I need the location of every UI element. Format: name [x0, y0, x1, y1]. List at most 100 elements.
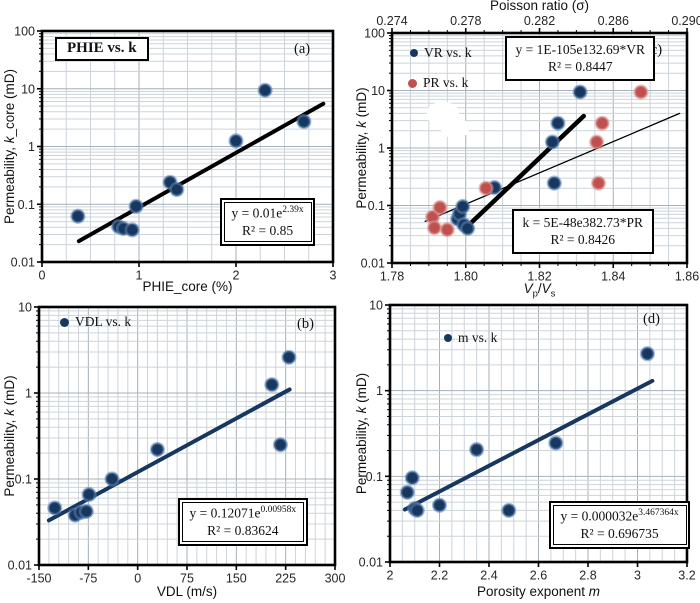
data-point	[548, 435, 564, 451]
slash: /	[537, 281, 542, 296]
data-point	[281, 349, 297, 365]
y-tick-label: 100	[364, 27, 385, 41]
y-tick-label: 10	[18, 301, 32, 315]
panel-letter-a: (a)	[294, 41, 311, 57]
equation-exponent-a: 2.39x	[282, 204, 304, 215]
y-label-pre: Permeability,	[2, 415, 17, 497]
x-tick-label: 300	[325, 572, 346, 586]
y-label-pre: Permeability,	[2, 143, 17, 225]
equation-text-c-pr: k = 5E-48e382.73*PR	[522, 214, 644, 230]
data-point	[469, 442, 485, 458]
x-tick-label: 3.2	[678, 569, 695, 583]
data-point	[431, 497, 448, 513]
equation-line-a: y = 0.01e2.39x	[232, 204, 304, 222]
x-tick-label: 1.78	[380, 270, 404, 284]
equation-box-c-vr: y = 1E-105e132.69*VR R² = 0.8447	[505, 36, 656, 82]
equation-box-a: y = 0.01e2.39x R² = 0.85	[220, 198, 316, 246]
y-label-italic-k: k	[354, 121, 369, 128]
x-axis-label-c: Vp/Vs	[392, 281, 687, 300]
x-tick-label: 225	[275, 572, 296, 586]
panel-a-plot: 0 1 2 3 100 10 1 0.1 0.01	[11, 25, 337, 283]
x2-tick-label: 0.286	[598, 14, 629, 28]
x-tick-label: 3	[330, 269, 337, 283]
x-tick-label: 1.84	[601, 270, 625, 284]
x-tick-label: -150	[26, 572, 51, 586]
x2-tick-label: 0.278	[450, 14, 481, 28]
x-label-pre: Porosity exponent	[476, 584, 589, 599]
data-point	[594, 115, 610, 131]
y-axis-label-d: Permeability, k (mD)	[354, 305, 369, 562]
y-label-post: (mD)	[354, 87, 369, 122]
y-tick-label: 0.01	[8, 559, 32, 573]
y-tick-label: 1	[378, 142, 385, 156]
x-tick-label: 75	[180, 572, 194, 586]
data-point	[257, 82, 273, 98]
y-tick-label: 100	[14, 25, 35, 39]
r-squared-c-vr: R² = 0.8447	[547, 59, 613, 75]
equation-line-d: y = 0.000032e3.467364x	[561, 507, 679, 525]
y-label-italic-k: k	[2, 136, 17, 144]
trend-line	[402, 378, 655, 512]
equation-text-a: y = 0.01e	[231, 205, 283, 220]
x-tick-label: 1.86	[675, 270, 699, 284]
legend-d: m vs. k	[444, 330, 497, 346]
equation-box-d: y = 0.000032e3.467364x R² = 0.696735	[549, 501, 691, 549]
x-tick-label: -75	[79, 572, 97, 586]
artifact-smudge	[427, 102, 473, 142]
vs-subscript: s	[550, 288, 556, 300]
legend-label-b: VDL vs. k	[75, 314, 132, 329]
data-point	[228, 133, 244, 149]
x-tick-label: 2	[387, 569, 394, 583]
x-tick-label: 1.82	[527, 270, 551, 284]
data-point	[409, 502, 425, 519]
data-point	[501, 502, 517, 519]
x-tick-label: 1.80	[454, 270, 478, 284]
r-squared-a: R² = 0.85	[242, 222, 294, 238]
legend-marker-red-icon	[408, 78, 417, 88]
x2-tick-label: 0.282	[524, 14, 555, 28]
x-tick-label: 2.4	[480, 569, 497, 583]
data-point	[589, 134, 605, 150]
x-tick-label: 150	[226, 572, 247, 586]
data-point	[455, 198, 471, 215]
r-squared-c-pr: R² = 0.8426	[550, 232, 616, 248]
vs-symbol: V	[541, 281, 551, 296]
y-label-post: _core (mD)	[2, 68, 17, 137]
y-tick-label: 10	[369, 299, 383, 313]
x-axis-label-b: VDL (m/s)	[156, 584, 218, 599]
y-axis-label-a: Permeability, k_core (mD)	[2, 31, 17, 262]
y-tick-label: 10	[371, 84, 385, 98]
data-point	[546, 175, 562, 191]
y-tick-label: 0.01	[361, 257, 385, 271]
legend-c-vr: VR vs. k	[410, 45, 472, 61]
data-point	[296, 113, 312, 130]
legend-b: VDL vs. k	[60, 314, 131, 330]
x-tick-label: 3	[634, 569, 641, 583]
data-point	[169, 181, 185, 198]
data-point	[399, 484, 415, 500]
data-point	[550, 115, 566, 131]
trend-line	[461, 113, 586, 232]
vp-subscript: p	[532, 288, 538, 300]
y-tick-label: 0.1	[366, 470, 383, 484]
r-squared-d: R² = 0.696735	[580, 525, 659, 541]
x-tick-label: 0	[39, 269, 46, 283]
y-tick-label: 10	[21, 82, 35, 96]
data-point	[128, 198, 144, 214]
x-tick-label: 2.8	[579, 569, 596, 583]
data-point	[272, 437, 289, 453]
y-axis-label-c: Permeability, k (mD)	[354, 33, 369, 263]
panel-letter-b: (b)	[297, 316, 314, 332]
x-tick-label: 2	[233, 269, 240, 283]
y-label-italic-k: k	[354, 406, 369, 414]
x-axis-label-d: Porosity exponent m	[390, 584, 687, 599]
legend-label-pr: PR vs. k	[423, 75, 469, 90]
equation-text-d: y = 0.000032e	[560, 508, 639, 523]
x-tick-label: 0	[134, 572, 141, 586]
y-label-italic-k: k	[2, 409, 17, 416]
r-squared-b: R² = 0.83624	[207, 522, 279, 538]
data-point	[590, 175, 607, 191]
data-point	[426, 220, 443, 236]
x-label-italic-m: m	[588, 584, 601, 599]
legend-c-pr: PR vs. k	[408, 75, 468, 91]
